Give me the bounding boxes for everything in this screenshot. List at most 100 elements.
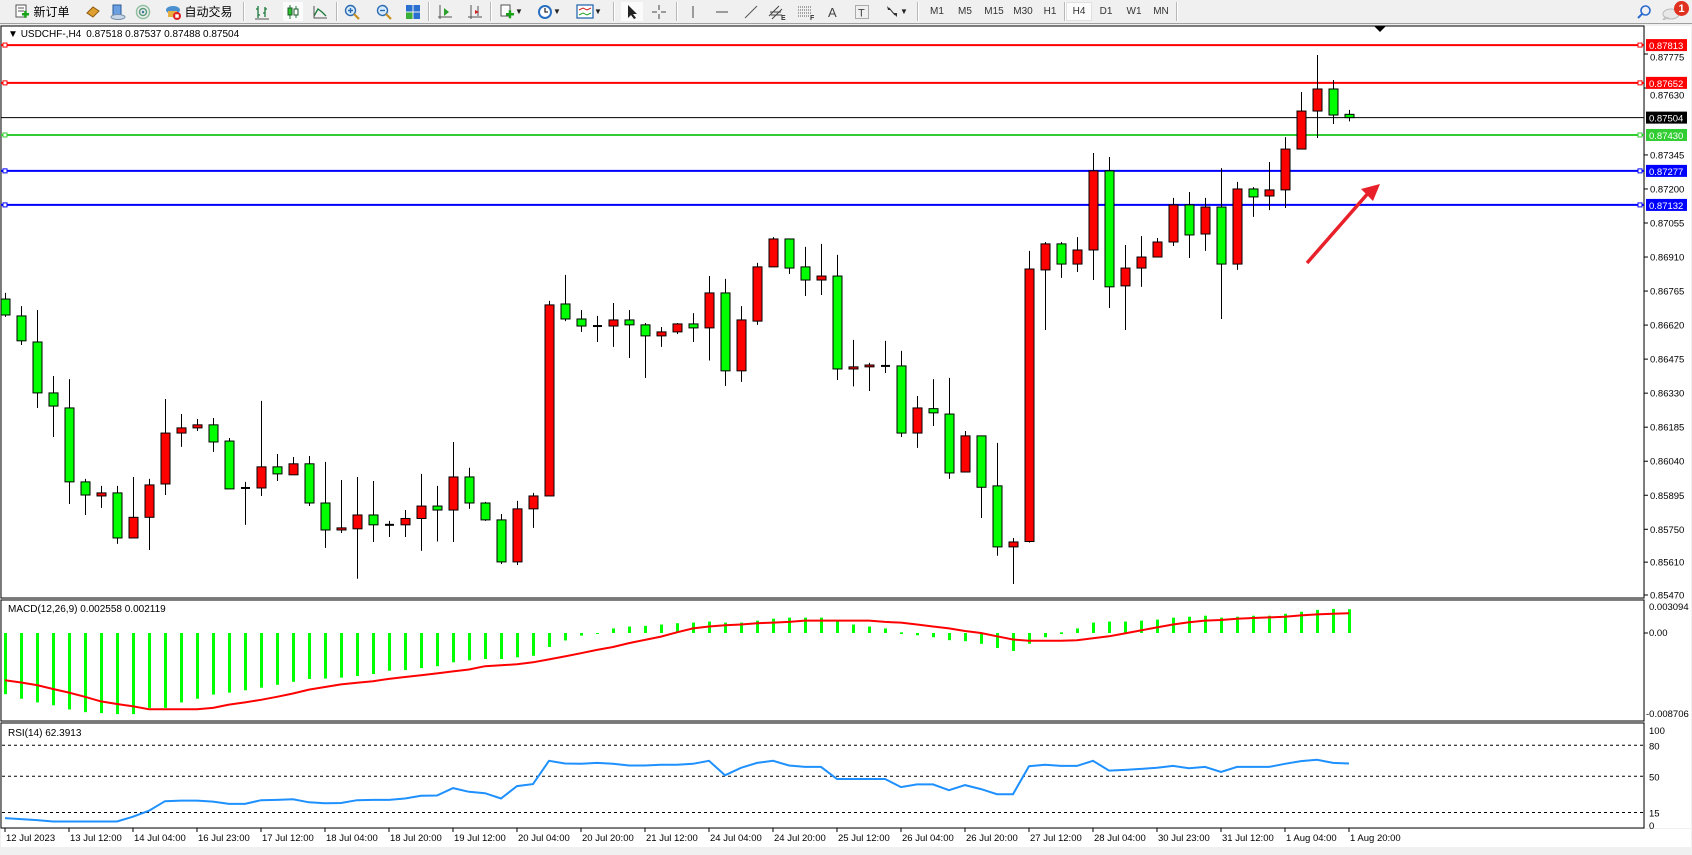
line-handle-right[interactable] [1637, 42, 1643, 48]
zoom-out-button[interactable] [374, 2, 394, 21]
time-label: 1 Aug 04:00 [1286, 833, 1337, 844]
candle-body-bull [864, 364, 875, 368]
timeframe-w1[interactable]: W1 [1126, 6, 1142, 17]
candle [1184, 192, 1195, 258]
trend-arrow-drawing[interactable] [1305, 184, 1380, 265]
text-label-icon: T [855, 4, 869, 19]
price-tick-label: 0.87055 [1650, 218, 1684, 229]
candle [192, 418, 203, 431]
templates-icon [576, 4, 594, 19]
text-label-button[interactable]: T [852, 2, 872, 21]
timeframe-m1[interactable]: M1 [930, 6, 944, 17]
time-axis[interactable] [1, 829, 1691, 847]
candlestick-button[interactable] [283, 2, 303, 21]
price-axis[interactable] [1645, 26, 1691, 828]
time-label: 24 Jul 04:00 [710, 833, 762, 844]
candle [752, 262, 763, 325]
candle-body-bull [1232, 188, 1243, 265]
timeframe-m15[interactable]: M15 [984, 6, 1004, 17]
text-icon: A [828, 5, 837, 20]
crosshair-button[interactable] [649, 2, 669, 21]
candle [288, 456, 299, 476]
candle-body-bull [704, 292, 715, 329]
chart-canvas[interactable]: 0.87775 0.87630 0.87345 0.87200 0.87055 0.869… [0, 25, 1692, 850]
candle-body-bear [1248, 188, 1259, 198]
candle [1120, 245, 1131, 331]
new-order-button[interactable]: 新订单 [6, 2, 78, 21]
line-handle-right[interactable] [1637, 132, 1643, 138]
time-label: 16 Jul 23:00 [198, 833, 250, 844]
toolbar-separator [613, 2, 615, 21]
candle-body-bear [64, 407, 75, 483]
time-label: 18 Jul 20:00 [390, 833, 442, 844]
candle [560, 274, 571, 322]
line-handle-left[interactable] [2, 202, 8, 208]
signals-button[interactable] [133, 2, 153, 21]
bar-chart-button[interactable] [252, 2, 272, 21]
line-handle-right[interactable] [1637, 80, 1643, 86]
trendline-button[interactable] [741, 2, 761, 21]
candle-body-bear [1344, 113, 1355, 119]
timeframe-mn[interactable]: MN [1153, 6, 1169, 17]
auto-scroll-button[interactable] [435, 2, 455, 21]
timeframe-h1[interactable]: H1 [1043, 6, 1057, 17]
periods-button[interactable]: ▼ [533, 2, 565, 21]
candle [640, 322, 651, 378]
candle [704, 276, 715, 361]
candle-body-bull [1200, 206, 1211, 235]
timeframe-m5[interactable]: M5 [958, 6, 972, 17]
tile-windows-button[interactable] [403, 2, 423, 21]
horizontal-line-button[interactable] [712, 2, 732, 21]
candle-body-bull [752, 266, 763, 322]
line-handle-left[interactable] [2, 80, 8, 86]
timeframe-m30[interactable]: M30 [1013, 6, 1033, 17]
search-icon [1637, 4, 1651, 19]
arrows-button[interactable]: ▼ [880, 2, 912, 21]
chart-window[interactable]: 0.87775 0.87630 0.87345 0.87200 0.87055 0.869… [0, 25, 1692, 850]
zoom-in-button[interactable] [342, 2, 362, 21]
svg-text:E: E [781, 15, 786, 20]
templates-button[interactable]: ▼ [572, 2, 606, 21]
candle-body-bull [912, 407, 923, 434]
text-button[interactable]: A [823, 2, 843, 21]
candle-body-bull [656, 331, 667, 337]
candle [816, 243, 827, 296]
line-handle-right[interactable] [1637, 202, 1643, 208]
line-handle-left[interactable] [2, 132, 8, 138]
line-chart-button[interactable] [310, 2, 330, 21]
timeframe-h4[interactable]: H4 [1066, 2, 1092, 21]
candle-body-bull [128, 516, 139, 539]
candle [144, 478, 155, 550]
auto-trading-icon [166, 5, 182, 20]
cursor-button[interactable] [621, 2, 643, 21]
new-chart-button[interactable]: ▼ [495, 2, 527, 21]
candle [896, 350, 907, 438]
tile-windows-icon [406, 4, 420, 19]
line-handle-left[interactable] [2, 42, 8, 48]
cursor-icon [628, 4, 637, 19]
auto-trading-button[interactable]: 自动交易 [160, 2, 238, 21]
navigator-button[interactable] [108, 2, 128, 21]
time-label: 14 Jul 04:00 [134, 833, 186, 844]
candle [960, 430, 971, 473]
line-handle-right[interactable] [1637, 168, 1643, 174]
price-line-label-box [1646, 76, 1687, 89]
price-tick-label: 0.86765 [1650, 287, 1684, 298]
equidistant-channel-button[interactable]: E [767, 2, 789, 21]
candle-body-bear [1328, 88, 1339, 116]
market-watch-button[interactable] [83, 2, 103, 21]
candle-body-bear [368, 514, 379, 526]
vertical-line-button[interactable] [683, 2, 703, 21]
chart-shift-button[interactable] [465, 2, 485, 21]
fibonacci-button[interactable]: F [796, 2, 818, 21]
timeframe-d1[interactable]: D1 [1099, 6, 1113, 17]
search-button[interactable] [1634, 2, 1654, 21]
candle-body-bear [1104, 170, 1115, 288]
auto-trading-label: 自动交易 [184, 5, 233, 19]
chart-shift-marker-icon[interactable] [1374, 26, 1386, 32]
candle [1296, 92, 1307, 150]
candlestick-icon [287, 4, 299, 19]
candle-body-bull [176, 427, 187, 434]
line-handle-left[interactable] [2, 168, 8, 174]
candle-body-bear [208, 424, 219, 443]
